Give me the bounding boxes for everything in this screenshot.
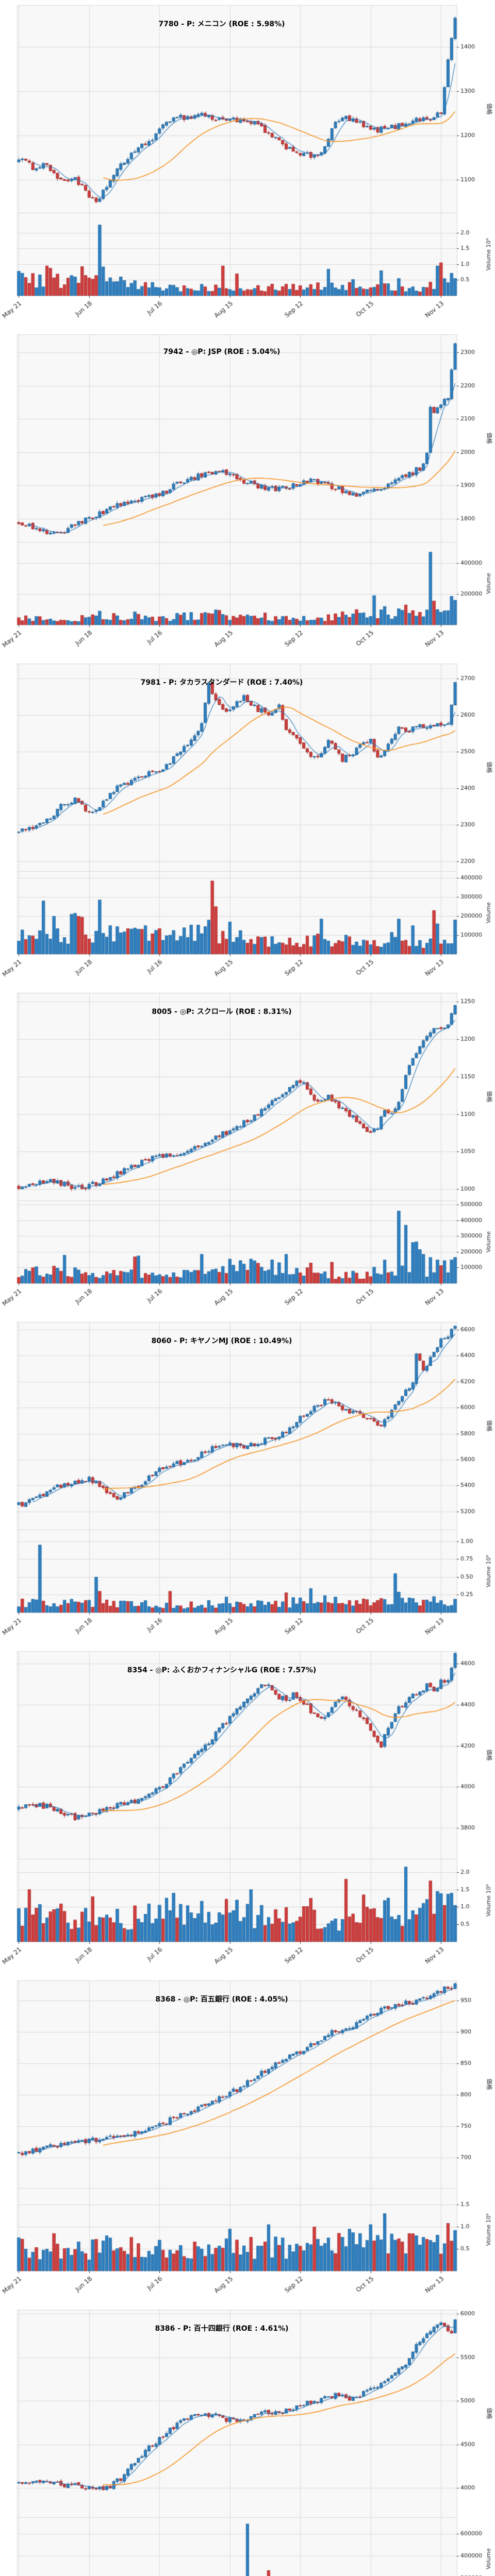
candlestick-volume-canvas bbox=[0, 329, 495, 658]
candlestick-volume-canvas bbox=[0, 1317, 495, 1646]
stock-chart-8354: 8354 - ◎P: ふくおかフィナンシャルG (ROE : 7.57%) bbox=[0, 1646, 495, 1975]
candlestick-volume-canvas bbox=[0, 658, 495, 988]
stock-chart-7981: 7981 - P: タカラスタンダード (ROE : 7.40%) bbox=[0, 658, 495, 988]
stock-chart-7780: 7780 - P: メニコン (ROE : 5.98%) bbox=[0, 0, 495, 329]
stock-chart-7942: 7942 - ◎P: JSP (ROE : 5.04%) bbox=[0, 329, 495, 658]
candlestick-volume-canvas bbox=[0, 1646, 495, 1975]
candlestick-volume-canvas bbox=[0, 1975, 495, 2304]
stock-chart-8368: 8368 - ◎P: 百五銀行 (ROE : 4.05%) bbox=[0, 1975, 495, 2304]
candlestick-volume-canvas bbox=[0, 0, 495, 329]
stock-chart-8005: 8005 - ◎P: スクロール (ROE : 8.31%) bbox=[0, 988, 495, 1317]
candlestick-volume-canvas bbox=[0, 988, 495, 1317]
candlestick-volume-canvas bbox=[0, 2304, 495, 2576]
stock-chart-8060: 8060 - P: キヤノンMJ (ROE : 10.49%) bbox=[0, 1317, 495, 1646]
stock-chart-8386: 8386 - P: 百十四銀行 (ROE : 4.61%) bbox=[0, 2304, 495, 2576]
